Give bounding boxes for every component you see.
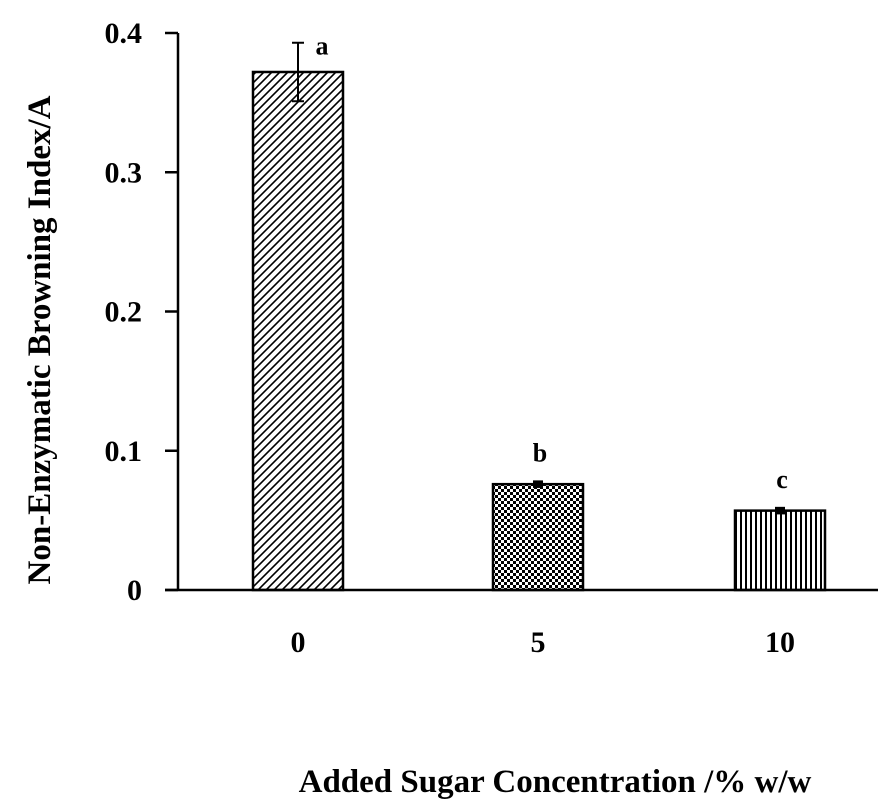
bars-layer (251, 70, 827, 592)
error-bar-10 (775, 506, 785, 515)
error-bar-mark (775, 506, 785, 515)
x-tick-label-5: 5 (531, 626, 546, 659)
error-bar-0 (292, 41, 304, 103)
y-tick-label: 0.2 (105, 296, 143, 329)
y-tick-label: 0.4 (105, 17, 143, 50)
bar-5 (491, 482, 585, 592)
y-tick-label: 0.1 (105, 435, 143, 468)
significance-label-10: c (776, 465, 788, 494)
error-bars-layer (292, 41, 785, 515)
y-tick-label: 0 (127, 574, 142, 607)
y-axis-label: Non-Enzymatic Browning Index/A (22, 95, 58, 584)
x-tick-label-10: 10 (765, 626, 795, 659)
error-bar-mark (533, 480, 543, 488)
x-ticks-layer: 0 5 10 (291, 626, 796, 659)
significance-label-0: a (316, 32, 329, 61)
significance-label-5: b (533, 438, 547, 467)
y-ticks-layer: 0 0.1 0.2 0.3 0.4 (105, 17, 178, 607)
x-tick-label-0: 0 (291, 626, 306, 659)
bar-0 (251, 70, 345, 592)
error-bar-5 (533, 480, 543, 488)
significance-labels-layer: a b c (316, 32, 788, 494)
y-tick-label: 0.3 (105, 156, 143, 189)
bar-10 (733, 509, 827, 592)
x-axis-label: Added Sugar Concentration /% w/w (299, 764, 812, 800)
